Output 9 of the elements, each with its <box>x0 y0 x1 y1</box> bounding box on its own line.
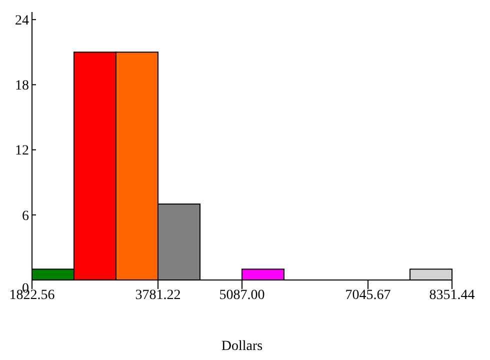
x-axis-title: Dollars <box>221 339 263 354</box>
y-tick-label: 18 <box>15 78 29 94</box>
y-tick-label: 12 <box>15 144 29 159</box>
x-tick-label: 7045.67 <box>345 288 391 303</box>
y-tick-label: 6 <box>22 208 29 224</box>
x-tick-label: 5087.00 <box>219 288 265 303</box>
x-tick-label: 3781.22 <box>135 288 181 303</box>
x-tick-label: 8351.44 <box>429 288 475 303</box>
y-tick-label: 24 <box>15 13 29 28</box>
